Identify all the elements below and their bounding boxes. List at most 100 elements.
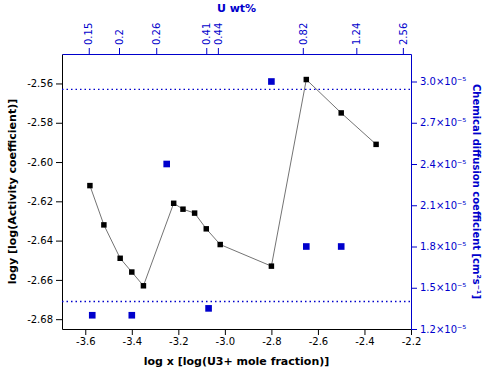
tick: 2.7×10⁻⁵ bbox=[411, 117, 466, 128]
tick-label: -2.4 bbox=[355, 336, 375, 347]
point bbox=[171, 201, 176, 206]
tick-label: -3.6 bbox=[76, 336, 96, 347]
tick-label: 2.7×10⁻⁵ bbox=[420, 117, 466, 128]
tick-label: -2.6 bbox=[309, 336, 329, 347]
y-axis-title: logy [log(Activity coefficient)] bbox=[6, 99, 19, 284]
series-line bbox=[90, 80, 376, 286]
tick-label: 0.15 bbox=[83, 23, 94, 45]
tick: -3.4 bbox=[123, 329, 143, 347]
tick-mark bbox=[356, 48, 357, 54]
tick-label: 2.4×10⁻⁵ bbox=[420, 159, 466, 170]
tick-mark bbox=[318, 329, 319, 335]
tick-label: 0.44 bbox=[213, 23, 224, 45]
chart: -3.6-3.4-3.2-3.0-2.8-2.6-2.4-2.2-2.68-2.… bbox=[0, 0, 487, 373]
tick: -2.64 bbox=[27, 235, 62, 246]
tick-label: -2.68 bbox=[27, 314, 53, 325]
tick: -2.6 bbox=[309, 329, 329, 347]
tick-label: 2.56 bbox=[398, 23, 409, 45]
tick: 0.15 bbox=[83, 23, 94, 54]
tick-label: 0.82 bbox=[298, 23, 309, 45]
point bbox=[180, 206, 185, 211]
point bbox=[129, 269, 134, 274]
tick-label: 2.1×10⁻⁵ bbox=[420, 200, 466, 211]
tick-label: -3.4 bbox=[123, 336, 143, 347]
tick: -3.2 bbox=[169, 329, 189, 347]
y2-axis: 1.2×10⁻⁵ 1.5×10⁻⁵ 1.8×10⁻⁵ 2.1×10⁻⁵ 2.4×10⁻⁵… bbox=[411, 55, 466, 335]
point bbox=[128, 312, 135, 319]
point bbox=[205, 305, 212, 312]
tick: -2.8 bbox=[262, 329, 282, 347]
x-axis: -3.6 -3.4 -3.2 -3.0 -2.8 -2.6 -2.4 -2.2 bbox=[63, 329, 422, 347]
tick-label: -2.8 bbox=[262, 336, 282, 347]
point bbox=[192, 210, 197, 215]
tick: -2.66 bbox=[27, 275, 62, 286]
tick-label: -2.2 bbox=[402, 336, 422, 347]
tick: -2.62 bbox=[27, 196, 62, 207]
tick-mark bbox=[303, 48, 304, 54]
tick-mark bbox=[56, 83, 62, 84]
tick-mark bbox=[403, 48, 404, 54]
tick: 2.4×10⁻⁵ bbox=[411, 159, 466, 170]
tick-mark bbox=[56, 162, 62, 163]
tick-label: 0.26 bbox=[151, 23, 162, 45]
point bbox=[217, 242, 222, 247]
tick-mark bbox=[119, 48, 120, 54]
tick: 0.2 bbox=[114, 29, 125, 54]
tick: -3.0 bbox=[216, 329, 236, 347]
y2-axis-title: Chemical diffusion coefficient [cm²s⁻¹] bbox=[471, 84, 482, 299]
tick-mark bbox=[156, 48, 157, 54]
tick-mark bbox=[218, 48, 219, 54]
point bbox=[268, 78, 275, 85]
tick-label: 1.8×10⁻⁵ bbox=[420, 241, 466, 252]
tick-mark bbox=[56, 241, 62, 242]
x-axis-title: log x [log(U3+ mole fraction)] bbox=[144, 355, 330, 368]
tick: -2.68 bbox=[27, 314, 62, 325]
tick-label: -3.2 bbox=[169, 336, 189, 347]
tick: 1.24 bbox=[351, 23, 362, 54]
point bbox=[87, 183, 92, 188]
x2-axis: 0.150.20.260.410.440.821.242.56 bbox=[63, 23, 412, 55]
x-axis-line bbox=[63, 329, 412, 330]
tick-mark bbox=[89, 48, 90, 54]
reference-line bbox=[62, 301, 411, 302]
tick: 3.0×10⁻⁵ bbox=[411, 76, 466, 87]
tick: 1.2×10⁻⁵ bbox=[411, 324, 466, 335]
point bbox=[269, 263, 274, 268]
y-axis: -2.68 -2.66 -2.64 -2.62 -2.60 -2.58 -2.56 bbox=[27, 55, 62, 330]
tick-mark bbox=[411, 123, 417, 124]
tick-mark bbox=[85, 329, 86, 335]
tick-label: -2.58 bbox=[27, 117, 53, 128]
tick-label: -2.66 bbox=[27, 275, 53, 286]
tick-mark bbox=[56, 319, 62, 320]
tick: 0.26 bbox=[151, 23, 162, 54]
tick-label: -3.0 bbox=[216, 336, 236, 347]
tick-label: 0.2 bbox=[114, 29, 125, 45]
tick-mark bbox=[206, 48, 207, 54]
tick-mark bbox=[411, 82, 417, 83]
point bbox=[89, 312, 96, 319]
point bbox=[338, 243, 345, 250]
tick: 0.44 bbox=[213, 23, 224, 54]
point bbox=[141, 283, 146, 288]
tick-label: 1.5×10⁻⁵ bbox=[420, 282, 466, 293]
point bbox=[101, 222, 106, 227]
tick: -2.4 bbox=[355, 329, 375, 347]
tick-mark bbox=[411, 164, 417, 165]
tick-mark bbox=[225, 329, 226, 335]
x2-axis-line bbox=[63, 54, 412, 55]
tick-mark bbox=[56, 201, 62, 202]
point bbox=[204, 226, 209, 231]
tick: -2.60 bbox=[27, 157, 62, 168]
point bbox=[163, 161, 170, 168]
tick-label: 3.0×10⁻⁵ bbox=[420, 76, 466, 87]
tick-mark bbox=[411, 247, 417, 248]
tick-label: 1.24 bbox=[351, 23, 362, 45]
tick-label: 1.2×10⁻⁵ bbox=[420, 324, 466, 335]
tick-mark bbox=[411, 205, 417, 206]
tick-label: -2.60 bbox=[27, 157, 53, 168]
tick: 1.8×10⁻⁵ bbox=[411, 241, 466, 252]
tick: -2.58 bbox=[27, 117, 62, 128]
tick-label: -2.56 bbox=[27, 78, 53, 89]
tick-mark bbox=[364, 329, 365, 335]
point bbox=[338, 110, 343, 115]
